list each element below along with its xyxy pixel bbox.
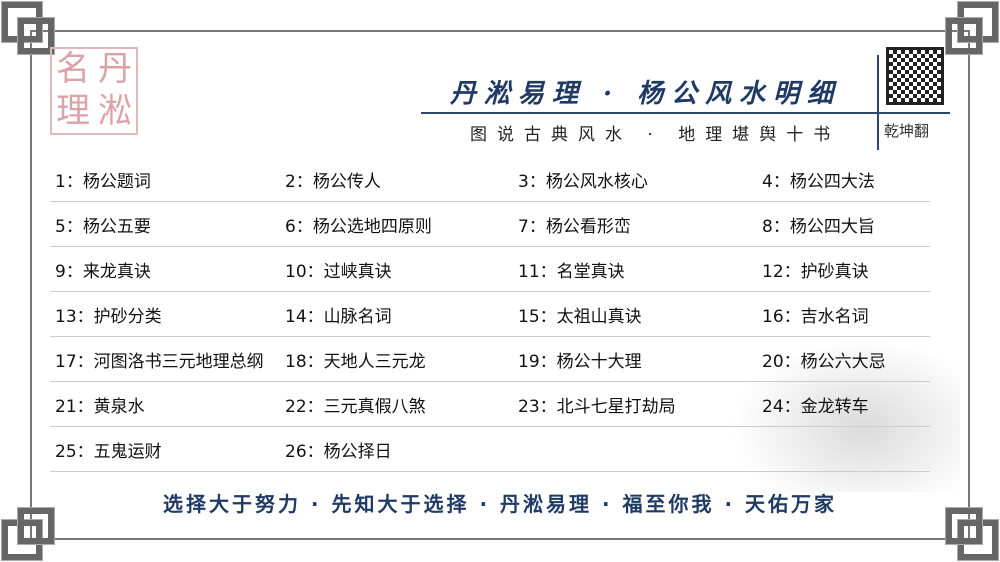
page-frame [30,30,970,540]
list-item: 14：山脉名词 [285,306,392,327]
divider [877,55,879,150]
qr-code-icon [886,47,944,105]
list-item: 22：三元真假八煞 [285,396,426,417]
list-item: 2：杨公传人 [285,171,381,192]
list-item: 18：天地人三元龙 [285,351,426,372]
list-item: 3：杨公风水核心 [518,171,648,192]
page-title: 丹淞易理 · 杨公风水明细 [450,79,842,109]
list-item: 5：杨公五要 [55,216,151,237]
list-item: 25：五鬼运财 [55,441,162,462]
list-item: 19：杨公十大理 [518,351,642,372]
list-item: 26：杨公择日 [285,441,392,462]
corner-ornament-icon [0,502,60,562]
subtitle: 图说古典风水 · 地理堪舆十书 [470,125,841,145]
ink-painting-decoration [720,332,960,492]
list-item: 9：来龙真诀 [55,261,151,282]
table-row: 13：护砂分类 14：山脉名词 15：太祖山真诀 16：吉水名词 [50,292,930,337]
list-item: 21：黄泉水 [55,396,145,417]
list-item: 17：河图洛书三元地理总纲 [55,351,264,372]
list-item: 24：金龙转车 [762,396,869,417]
table-row: 17：河图洛书三元地理总纲 18：天地人三元龙 19：杨公十大理 20：杨公六大忌 [50,337,930,382]
list-item: 23：北斗七星打劫局 [518,396,676,417]
list-item: 7：杨公看形峦 [518,216,631,237]
qr-label: 乾坤翻 [884,122,930,140]
list-item: 13：护砂分类 [55,306,162,327]
list-item: 8：杨公四大旨 [762,216,875,237]
divider [421,112,950,114]
list-item: 16：吉水名词 [762,306,869,327]
corner-ornament-icon [940,0,1000,60]
footer-slogan: 选择大于努力 · 先知大于选择 · 丹淞易理 · 福至你我 · 天佑万家 [162,492,838,516]
seal-logo: 名丹理淞 [50,47,138,135]
list-item: 4：杨公四大法 [762,171,875,192]
table-row: 1：杨公题词 2：杨公传人 3：杨公风水核心 4：杨公四大法 [50,157,930,202]
list-item: 15：太祖山真诀 [518,306,642,327]
list-item: 1：杨公题词 [55,171,151,192]
table-row: 5：杨公五要 6：杨公选地四原则 7：杨公看形峦 8：杨公四大旨 [50,202,930,247]
list-item: 11：名堂真诀 [518,261,625,282]
list-item: 6：杨公选地四原则 [285,216,432,237]
table-row: 21：黄泉水 22：三元真假八煞 23：北斗七星打劫局 24：金龙转车 [50,382,930,427]
list-item: 12：护砂真诀 [762,261,869,282]
list-item: 20：杨公六大忌 [762,351,886,372]
corner-ornament-icon [940,502,1000,562]
table-row: 9：来龙真诀 10：过峡真诀 11：名堂真诀 12：护砂真诀 [50,247,930,292]
list-item: 10：过峡真诀 [285,261,392,282]
corner-ornament-icon [0,0,60,60]
table-row: 25：五鬼运财 26：杨公择日 [50,427,930,472]
